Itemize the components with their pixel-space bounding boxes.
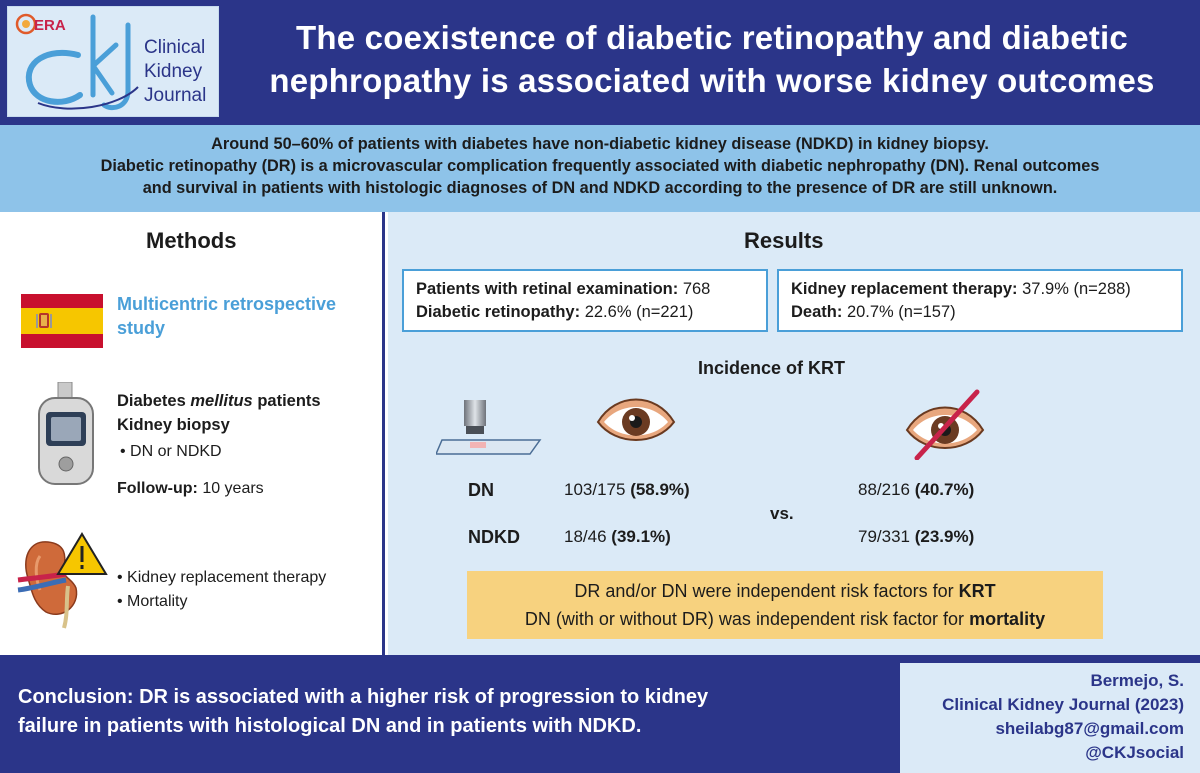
followup: Follow-up: 10 years [117, 477, 264, 501]
dn-dr-cell: 103/175 (58.9%) [564, 480, 690, 500]
results-panel: Results Patients with retinal examinatio… [388, 212, 1200, 655]
ckj-logo: ERA Clinical Kidney Journal [7, 6, 219, 117]
conclusion-line-1: Conclusion: DR is associated with a high… [18, 683, 868, 712]
retinal-exam-value: 768 [682, 280, 711, 298]
outcome-list: • Kidney replacement therapy • Mortality [117, 566, 326, 614]
krt-label: Kidney replacement therapy: [791, 280, 1018, 298]
ckj-logo-icon: ERA [15, 13, 139, 111]
ndkd-nodr-cell: 79/331 (23.9%) [858, 527, 974, 547]
followup-label: Follow-up: [117, 480, 198, 497]
outcome-stats-box: Kidney replacement therapy: 37.9% (n=288… [777, 269, 1183, 332]
outcome-item: • Mortality [117, 593, 188, 610]
results-title: Results [744, 228, 824, 253]
death-line: Death: 20.7% (n=157) [791, 301, 1169, 324]
ndkd-dr-count: 18/46 [564, 527, 607, 546]
eye-icon [596, 398, 676, 441]
glucometer-icon [38, 382, 94, 485]
dr-line: Diabetic retinopathy: 22.6% (n=221) [416, 301, 754, 324]
journal-word-journal: Journal [144, 85, 207, 106]
retinal-exam-label: Patients with retinal examination: [416, 280, 679, 298]
conclusion: Conclusion: DR is associated with a high… [18, 683, 868, 741]
outcome-krt: Kidney replacement therapy [127, 569, 327, 586]
era-text: ERA [34, 17, 66, 34]
outcome-item: • Kidney replacement therapy [117, 569, 327, 586]
risk-factors-box: DR and/or DN were independent risk facto… [467, 571, 1103, 639]
dr-value: 22.6% (n=221) [584, 303, 694, 321]
eye-crossed-icon [905, 389, 985, 460]
warning-icon [56, 532, 108, 575]
outcome-mortality: Mortality [127, 593, 188, 610]
journal-word-kidney: Kidney [144, 61, 203, 82]
methods-panel: Methods Multicentric retrospective study… [0, 212, 385, 655]
intro-line-1: Around 50–60% of patients with diabetes … [211, 135, 989, 153]
dn-dr-pct: (58.9%) [630, 480, 690, 499]
journal-word-clinical: Clinical [144, 37, 206, 58]
footer-banner: Conclusion: DR is associated with a high… [0, 655, 1200, 773]
risk-line-2-bold: mortality [969, 609, 1046, 629]
biopsy-label: Kidney biopsy [117, 416, 230, 434]
author: Bermejo, S. [1090, 671, 1184, 690]
intro-line-3: and survival in patients with histologic… [142, 179, 1058, 197]
methods-title: Methods [146, 228, 237, 253]
row-label-ndkd: NDKD [468, 527, 520, 547]
ndkd-dr-pct: (39.1%) [611, 527, 671, 546]
dn-nodr-count: 88/216 [858, 480, 910, 499]
risk-line-2-text: DN (with or without DR) was independent … [524, 609, 970, 629]
patients-suffix: patients [252, 392, 321, 410]
risk-line-1-text: DR and/or DN were independent risk facto… [574, 581, 959, 601]
title-line-2: nephropathy is associated with worse kid… [269, 62, 1155, 99]
retinal-exam-line: Patients with retinal examination: 768 [416, 278, 754, 301]
dn-dr-count: 103/175 [564, 480, 626, 499]
patients-italic: mellitus [190, 392, 253, 410]
row-label-dn: DN [468, 480, 494, 500]
reference-box: Bermejo, S. Clinical Kidney Journal (202… [900, 663, 1200, 773]
header-banner: ERA Clinical Kidney Journal The coexiste… [0, 0, 1200, 125]
ndkd-nodr-count: 79/331 [858, 527, 910, 546]
death-label: Death: [791, 303, 843, 321]
conclusion-label: Conclusion: [18, 686, 134, 708]
risk-line-1: DR and/or DN were independent risk facto… [467, 577, 1103, 605]
biopsy-slide-icon [436, 400, 542, 455]
study-type: Multicentric retrospective study [117, 294, 337, 338]
intro-line-2: Diabetic retinopathy (DR) is a microvasc… [100, 157, 1100, 175]
patients-prefix: Diabetes [117, 392, 191, 410]
followup-value: 10 years [202, 480, 264, 497]
incidence-title: Incidence of KRT [698, 358, 846, 378]
conclusion-line-2: failure in patients with histological DN… [18, 715, 642, 737]
kidney-icon [17, 532, 108, 629]
biopsy-types-text: DN or NDKD [130, 443, 222, 460]
social-handle[interactable]: @CKJsocial [1085, 743, 1184, 762]
death-value: 20.7% (n=157) [846, 303, 956, 321]
risk-line-1-bold: KRT [958, 581, 996, 601]
retinal-stats-box: Patients with retinal examination: 768 D… [402, 269, 768, 332]
vs-label: vs. [770, 504, 794, 523]
page-title: The coexistence of diabetic retinopathy … [232, 16, 1192, 102]
title-line-1: The coexistence of diabetic retinopathy … [296, 19, 1128, 56]
biopsy-types-item: • DN or NDKD [120, 443, 222, 460]
krt-value: 37.9% (n=288) [1022, 280, 1131, 298]
dr-label: Diabetic retinopathy: [416, 303, 581, 321]
contact-email[interactable]: sheilabg87@gmail.com [995, 719, 1184, 738]
ndkd-nodr-pct: (23.9%) [914, 527, 975, 546]
dn-nodr-cell: 88/216 (40.7%) [858, 480, 974, 500]
journal-reference: Clinical Kidney Journal (2023) [942, 695, 1184, 714]
patients-title: Diabetes mellitus patients [117, 389, 321, 413]
dn-nodr-pct: (40.7%) [914, 480, 975, 499]
conclusion-text-1: DR is associated with a higher risk of p… [133, 686, 709, 708]
krt-line: Kidney replacement therapy: 37.9% (n=288… [791, 278, 1169, 301]
risk-line-2: DN (with or without DR) was independent … [467, 605, 1103, 633]
intro-band: Around 50–60% of patients with diabetes … [0, 125, 1200, 212]
ndkd-dr-cell: 18/46 (39.1%) [564, 527, 671, 547]
spain-flag-icon [21, 294, 103, 348]
